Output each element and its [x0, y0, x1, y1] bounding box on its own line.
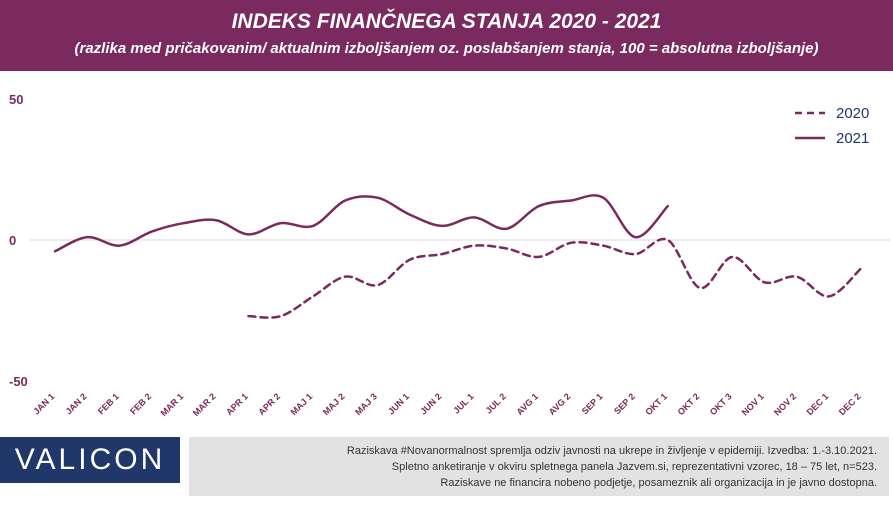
x-tick-label: OKT 2 — [676, 391, 702, 417]
y-tick-label: 0 — [9, 233, 16, 248]
chart-title: INDEKS FINANČNEGA STANJA 2020 - 2021 — [231, 10, 662, 33]
chart-header: INDEKS FINANČNEGA STANJA 2020 - 2021 (ra… — [0, 0, 893, 71]
x-tick-label: APR 2 — [256, 391, 282, 417]
valicon-logo: VALICON — [0, 437, 180, 483]
x-tick-label: MAR 1 — [159, 391, 186, 418]
legend-label-2020: 2020 — [836, 105, 869, 122]
x-tick-label: NOV 1 — [740, 391, 766, 417]
x-tick-label: JUN 1 — [386, 391, 411, 416]
x-tick-label: JAN 1 — [31, 391, 56, 416]
x-tick-label: MAJ 2 — [321, 391, 347, 417]
x-tick-label: DEC 2 — [837, 391, 863, 417]
footer-note-line: Raziskave ne financira nobeno podjetje, … — [440, 477, 877, 489]
x-tick-label: JUN 2 — [418, 391, 443, 416]
x-tick-label: APR 1 — [224, 391, 250, 417]
x-tick-label: MAJ 1 — [289, 391, 315, 417]
legend-label-2021: 2021 — [836, 130, 869, 147]
series-line-2020 — [247, 237, 863, 319]
x-tick-label: AVG 1 — [514, 391, 540, 417]
series-line-2021 — [53, 194, 669, 253]
x-tick-label: FEB 2 — [128, 391, 153, 416]
x-tick-label: JUL 2 — [484, 391, 508, 415]
x-tick-label: SEP 1 — [580, 391, 605, 416]
x-tick-label: SEP 2 — [612, 391, 637, 416]
x-tick-label: JUL 1 — [451, 391, 475, 415]
footer-note: Raziskava #Novanormalnost spremlja odziv… — [189, 437, 889, 496]
x-tick-label: OKT 1 — [643, 391, 669, 417]
footer-note-line: Spletno anketiranje v okviru spletnega p… — [391, 461, 877, 473]
x-tick-label: OKT 3 — [708, 391, 734, 417]
footer-note-line: Raziskava #Novanormalnost spremlja odziv… — [346, 445, 877, 457]
x-tick-label: MAJ 3 — [353, 391, 379, 417]
y-tick-label: -50 — [9, 374, 28, 389]
x-tick-label: MAR 2 — [191, 391, 218, 418]
x-tick-label: AVG 2 — [547, 391, 573, 417]
x-tick-label: JAN 2 — [64, 391, 89, 416]
chart-subtitle: (razlika med pričakovanim/ aktualnim izb… — [74, 40, 819, 57]
x-tick-label: NOV 2 — [772, 391, 798, 417]
y-tick-label: 50 — [9, 92, 23, 107]
x-tick-label: FEB 1 — [96, 391, 121, 416]
x-tick-label: DEC 1 — [805, 391, 831, 417]
